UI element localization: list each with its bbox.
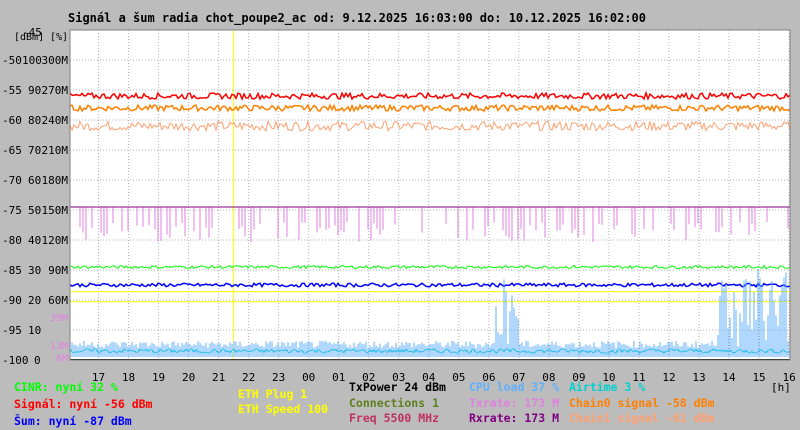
y-tick-pct: 100 — [22, 54, 42, 67]
x-tick: 05 — [452, 371, 465, 384]
series-signal — [69, 90, 791, 102]
legend-noise: Šum: nyní -87 dBm — [14, 414, 132, 428]
y-tick-rate: 210M — [42, 144, 69, 157]
y-tick-dbm: -70 — [2, 174, 22, 187]
rate-marker-label: 13M — [50, 341, 68, 352]
y-tick-rate: 270M — [42, 84, 69, 97]
y-tick-pct: 20 — [28, 294, 41, 307]
x-tick: 17 — [92, 371, 105, 384]
x-tick: 12 — [662, 371, 675, 384]
y-tick-pct: 30 — [28, 264, 41, 277]
y-unit-dbm: [dBm] — [14, 32, 44, 43]
y-tick-pct: 60 — [28, 174, 41, 187]
y-tick-dbm: -80 — [2, 234, 22, 247]
chart-title: Signál a šum radia chot_poupe2_ac od: 9.… — [68, 11, 646, 25]
x-tick: 09 — [572, 371, 585, 384]
x-tick: 18 — [122, 371, 135, 384]
legend-airtime: Airtime 3 % — [569, 380, 646, 394]
legend-chain1: Chain1 signal -61 dBm — [569, 411, 715, 425]
y-tick-pct: 80 — [28, 114, 41, 127]
y-tick-dbm: -100 — [2, 354, 29, 367]
y-unit-pct: [%] — [50, 32, 68, 43]
x-tick: 20 — [182, 371, 195, 384]
legend-txrate: Txrate: 173 M — [469, 396, 560, 410]
x-tick: 10 — [602, 371, 615, 384]
y-top-label: -45 — [22, 26, 42, 39]
x-tick: 06 — [482, 371, 495, 384]
x-tick: 03 — [392, 371, 405, 384]
plot-border — [69, 29, 791, 361]
legend-cpu: CPU load 37 % — [469, 380, 560, 394]
legend-connections: Connections 1 — [349, 396, 440, 410]
x-tick: 08 — [542, 371, 555, 384]
y-tick-pct: 40 — [28, 234, 41, 247]
x-tick: 14 — [722, 371, 736, 384]
y-tick-dbm: -50 — [2, 54, 22, 67]
legend-freq: Freq 5500 MHz — [349, 411, 440, 425]
series-chain1 — [69, 119, 791, 133]
y-tick-rate: 300M — [42, 54, 69, 67]
x-tick: 04 — [422, 371, 436, 384]
y-tick-pct: 0 — [34, 354, 41, 367]
x-tick: 07 — [512, 371, 525, 384]
legend-txpower: TxPower 24 dBm — [349, 380, 446, 394]
y-tick-pct: 70 — [28, 144, 41, 157]
y-tick-pct: 90 — [28, 84, 41, 97]
x-tick: 00 — [302, 371, 315, 384]
series-cinr — [69, 264, 791, 270]
x-tick: 13 — [692, 371, 705, 384]
y-tick-dbm: -55 — [2, 84, 22, 97]
rate-marker-label: 6M — [56, 354, 68, 365]
y-tick-rate: 120M — [42, 234, 69, 247]
y-tick-rate: 60M — [48, 294, 68, 307]
legend-eth-plug: ETH Plug 1 — [238, 387, 308, 401]
y-tick-rate: 180M — [42, 174, 69, 187]
y-tick-rate: 240M — [42, 114, 69, 127]
legend-rxrate: Rxrate: 173 M — [469, 411, 560, 425]
y-tick-dbm: -85 — [2, 264, 22, 277]
series-chain0 — [69, 103, 791, 113]
y-tick-pct: 10 — [28, 324, 41, 337]
y-tick-dbm: -60 — [2, 114, 22, 127]
y-tick-pct: 50 — [28, 204, 41, 217]
y-tick-rate: 150M — [42, 204, 69, 217]
x-tick: 21 — [212, 371, 225, 384]
y-tick-dbm: -90 — [2, 294, 22, 307]
y-tick-dbm: -95 — [2, 324, 22, 337]
x-tick: 11 — [632, 371, 645, 384]
x-tick: 19 — [152, 371, 165, 384]
legend-cinr: CINR: nyní 32 % — [14, 380, 118, 394]
y-tick-dbm: -65 — [2, 144, 22, 157]
x-tick: 22 — [242, 371, 255, 384]
rate-marker-label: 39M — [50, 313, 68, 324]
x-tick: 16 — [782, 371, 795, 384]
legend-signal: Signál: nyní -56 dBm — [14, 397, 153, 411]
y-tick-dbm: -75 — [2, 204, 22, 217]
x-tick: 15 — [752, 371, 765, 384]
plot-area — [70, 30, 790, 360]
x-tick: 01 — [332, 371, 345, 384]
series-noise — [69, 281, 790, 289]
legend-chain0: Chain0 signal -58 dBm — [569, 396, 715, 410]
legend-eth-speed: ETH Speed 100 — [238, 402, 329, 416]
x-tick: 23 — [272, 371, 285, 384]
y-tick-rate: 90M — [48, 264, 68, 277]
x-unit-label: [h] — [771, 381, 791, 394]
x-tick: 02 — [362, 371, 375, 384]
